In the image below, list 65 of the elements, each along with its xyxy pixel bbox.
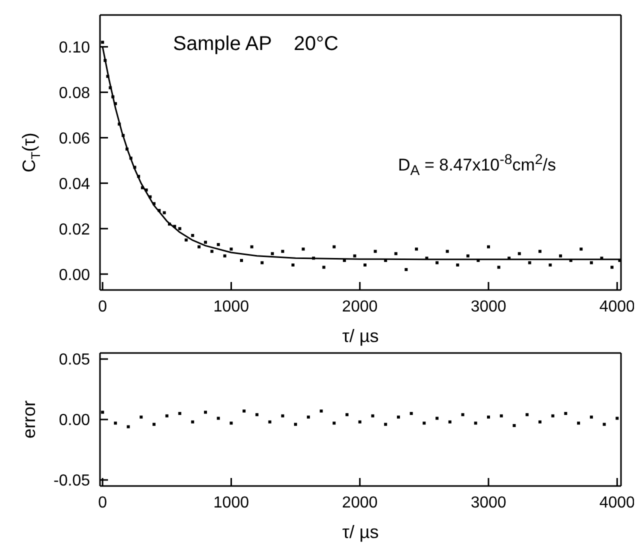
point [101,410,104,414]
x-axis-title: τ/ µs [342,326,379,346]
y-tick-label: 0.00 [58,266,90,284]
point [422,422,426,425]
y-axis-title: error [18,400,39,439]
point [602,422,606,426]
x-tick-label: 1000 [213,298,250,316]
y-tick-label: 0.04 [58,176,90,193]
x-tick-label: 3000 [470,298,506,316]
point [564,412,568,415]
point [590,416,593,419]
point [204,410,207,414]
x-tick-label: 4000 [599,494,636,512]
annotation: Sample AP 20°C [173,33,338,55]
point [500,414,503,418]
x-tick-label: 0 [98,494,108,512]
y-tick-label: 0.08 [58,84,90,102]
point [371,414,374,418]
point [616,416,619,420]
x-tick-label: 2000 [342,494,378,512]
point [448,420,452,424]
point [487,416,490,419]
x-tick-label: 0 [98,298,108,316]
point [474,422,478,425]
point [461,413,464,416]
point [551,414,554,418]
y-tick-label: 0.05 [58,352,90,369]
point [268,420,272,424]
point [538,420,542,424]
point [436,416,439,420]
x-tick-label: 1000 [213,494,250,512]
point [165,414,168,418]
point [281,414,284,418]
point [358,420,362,424]
x-axis-title: τ/ µs [342,522,379,542]
point [345,413,348,416]
x-tick-label: 4000 [599,298,636,316]
point [114,422,117,425]
point [294,422,298,426]
point [410,412,413,415]
point [242,410,246,413]
y-tick-label: 0.02 [58,221,90,238]
y-tick-label: 0.00 [58,412,90,430]
point [384,422,388,426]
point [396,416,400,419]
point [152,422,156,426]
point [140,416,143,419]
point [255,413,258,416]
point [577,422,580,425]
y-tick-label: 0.06 [58,130,90,148]
point [526,413,529,416]
point [191,420,194,424]
point [216,416,220,420]
x-tick-label: 2000 [342,298,378,316]
y-tick-label: -0.05 [54,472,90,490]
point [178,412,182,415]
point [512,424,516,428]
point [126,425,130,428]
point [320,410,323,413]
point [332,422,336,425]
x-tick-label: 3000 [470,494,506,512]
y-tick-label: 0.10 [58,40,90,56]
point [230,422,233,425]
annotation: D$_{A}$ = 8.47x10$^{-8}$cm$^{2}$/s [398,152,556,180]
point [306,416,310,419]
